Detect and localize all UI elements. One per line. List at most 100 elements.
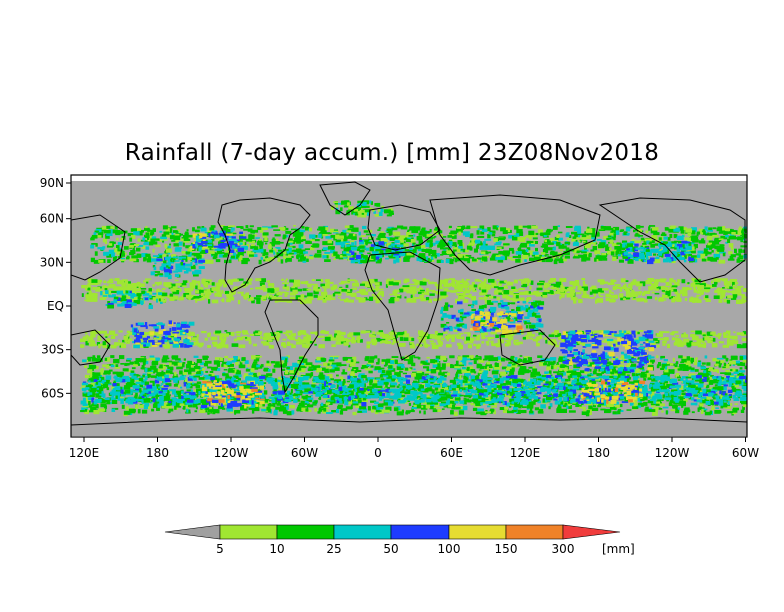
rain-cell xyxy=(298,356,303,360)
rain-cell xyxy=(136,282,140,287)
rain-cell xyxy=(351,287,358,290)
rain-cell xyxy=(503,290,510,295)
rain-cell xyxy=(322,294,329,298)
rain-cell xyxy=(440,389,444,393)
rain-cell xyxy=(357,399,364,404)
rain-cell xyxy=(434,330,438,335)
rain-cell xyxy=(292,362,299,368)
rain-cell xyxy=(544,387,552,392)
rain-cell xyxy=(122,288,128,291)
rain-cell xyxy=(439,375,445,380)
rain-cell xyxy=(401,366,405,369)
rain-cell xyxy=(520,410,527,414)
rain-cell xyxy=(608,294,613,298)
rain-cell xyxy=(281,278,284,281)
rain-cell xyxy=(323,362,328,367)
rain-cell xyxy=(200,293,204,297)
rain-cell xyxy=(712,369,718,372)
rain-cell xyxy=(174,371,177,376)
rain-cell xyxy=(367,406,371,411)
rain-cell xyxy=(507,281,510,284)
rain-cell xyxy=(204,284,208,288)
rain-cell xyxy=(101,291,107,295)
rain-cell xyxy=(571,292,575,296)
rain-cell xyxy=(304,388,311,393)
rain-cell xyxy=(535,371,540,376)
rain-cell xyxy=(567,386,574,390)
rain-cell xyxy=(356,336,361,341)
rain-cell xyxy=(261,374,267,377)
rain-cell xyxy=(723,290,730,293)
rain-cell xyxy=(295,281,300,286)
rain-cell xyxy=(433,334,438,339)
rain-cell xyxy=(336,374,339,377)
rain-cell xyxy=(419,344,423,347)
rain-cell xyxy=(138,394,143,399)
rain-cell xyxy=(80,344,85,348)
rain-cell xyxy=(586,410,590,413)
rain-cell xyxy=(522,336,526,340)
rain-cell xyxy=(723,332,727,336)
rain-cell xyxy=(184,287,190,292)
rain-cell xyxy=(495,334,499,338)
rain-cell xyxy=(561,378,565,382)
rain-cell xyxy=(476,379,483,383)
rain-cell xyxy=(125,378,131,382)
rain-cell xyxy=(503,280,507,283)
rain-cell xyxy=(662,343,666,346)
rain-cell xyxy=(377,368,383,373)
rain-cell xyxy=(320,283,327,287)
rain-cell xyxy=(466,366,470,371)
rain-cell xyxy=(87,369,93,374)
rain-cell xyxy=(663,337,669,341)
rain-cell xyxy=(519,291,526,296)
rain-cell xyxy=(443,288,449,292)
rain-cell xyxy=(87,278,92,281)
rain-cell xyxy=(229,379,235,384)
rain-cell xyxy=(423,341,427,345)
rain-cell xyxy=(724,284,730,289)
rain-cell xyxy=(609,298,615,303)
rain-cell xyxy=(80,410,85,413)
rain-cell xyxy=(405,375,411,378)
rain-cell xyxy=(733,340,739,345)
rain-cell xyxy=(285,404,288,407)
rain-cell xyxy=(670,332,673,335)
rain-cell xyxy=(339,335,344,339)
rain-cell xyxy=(244,360,249,364)
rain-cell xyxy=(163,282,171,287)
rain-cell xyxy=(220,333,223,336)
rain-cell xyxy=(676,293,681,297)
rain-cell xyxy=(326,400,333,403)
rain-cell xyxy=(355,392,362,396)
rain-cell xyxy=(686,283,689,285)
rain-cell xyxy=(184,369,190,373)
rain-cell xyxy=(266,360,270,365)
rain-cell xyxy=(110,364,115,368)
rain-cell xyxy=(526,405,534,409)
rain-cell xyxy=(279,407,287,411)
rain-cell xyxy=(691,282,698,287)
rain-cell xyxy=(643,377,647,381)
rain-cell xyxy=(620,375,627,380)
rain-cell xyxy=(96,342,100,346)
rain-cell xyxy=(300,400,307,404)
rain-cell xyxy=(709,410,712,414)
rain-cell xyxy=(685,376,692,379)
rain-cell xyxy=(548,406,551,410)
rain-cell xyxy=(555,364,562,368)
rain-cell xyxy=(334,379,342,383)
rain-cell xyxy=(529,286,532,290)
rain-cell xyxy=(462,336,465,341)
rain-cell xyxy=(359,292,366,295)
rain-cell xyxy=(698,360,702,365)
rain-cell xyxy=(354,378,361,381)
rain-cell xyxy=(744,299,747,303)
rain-cell xyxy=(272,368,276,373)
rain-cell xyxy=(126,288,132,291)
rain-cell xyxy=(616,389,624,392)
rain-cell xyxy=(220,364,227,368)
rain-cell xyxy=(647,377,652,380)
rain-cell xyxy=(590,287,597,291)
rain-cell xyxy=(736,289,742,294)
